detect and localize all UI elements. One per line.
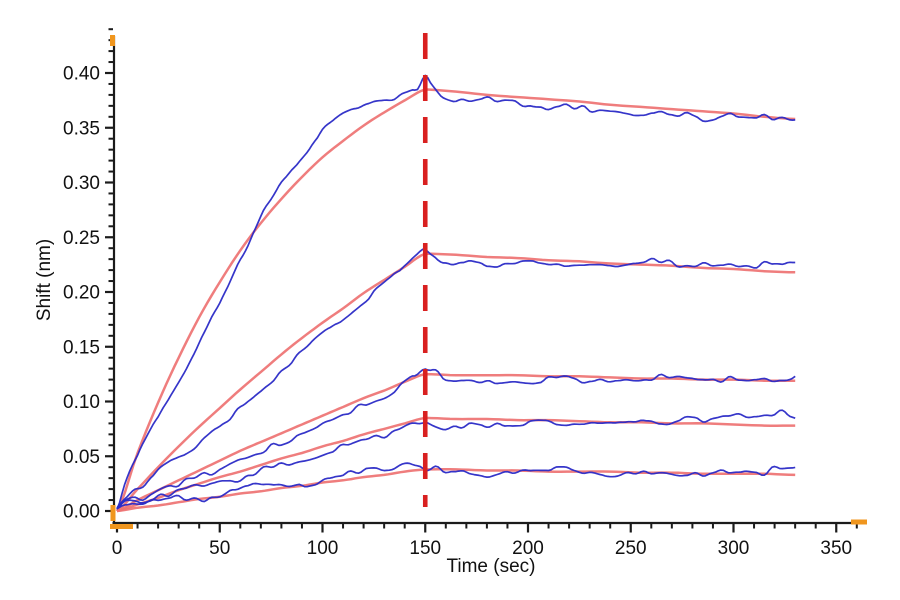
x-tick-label: 200 xyxy=(512,538,544,559)
fit-curve-trace-3 xyxy=(116,372,796,513)
data-trace-trace-5 xyxy=(116,462,796,510)
origin-vertical-marker xyxy=(110,505,116,521)
y-tick-label: 0.25 xyxy=(63,228,100,249)
x-tick-label: 250 xyxy=(615,538,647,559)
axis-end-markers xyxy=(110,35,867,529)
x-axis-title: Time (sec) xyxy=(446,556,535,577)
data-curves xyxy=(116,74,796,510)
y-tick-label: 0.20 xyxy=(63,283,100,304)
y-tick-label: 0.35 xyxy=(63,118,100,139)
y-axis-top-marker xyxy=(110,35,115,46)
data-trace-trace-4 xyxy=(116,409,796,510)
y-tick-label: 0.10 xyxy=(63,392,100,413)
axes: 0.00 0.05 0.10 0.15 0.20 0.25 0.30 0.35 0.40 0 50 1… xyxy=(63,28,858,559)
fit-curves xyxy=(115,88,796,513)
x-tick-label: 100 xyxy=(307,538,339,559)
y-tick-label: 0.00 xyxy=(63,502,100,523)
fit-curve-trace-5 xyxy=(116,468,796,513)
y-tick-label: 0.05 xyxy=(63,447,100,468)
x-tick-label: 300 xyxy=(718,538,750,559)
fit-curve-trace-1 xyxy=(115,88,796,512)
origin-horizontal-marker xyxy=(110,524,133,529)
data-trace-trace-3 xyxy=(116,368,796,510)
data-trace-trace-2 xyxy=(116,248,796,509)
x-axis-end-marker xyxy=(851,519,867,525)
y-tick-label: 0.30 xyxy=(63,173,100,194)
data-trace-trace-1 xyxy=(116,74,796,510)
x-tick-label: 0 xyxy=(112,538,123,559)
x-tick-label: 150 xyxy=(409,538,441,559)
x-tick-label: 350 xyxy=(820,538,852,559)
y-axis-title: Shift (nm) xyxy=(34,239,55,321)
y-tick-label: 0.40 xyxy=(63,64,100,85)
x-tick-label: 50 xyxy=(209,538,230,559)
y-tick-label: 0.15 xyxy=(63,337,100,358)
